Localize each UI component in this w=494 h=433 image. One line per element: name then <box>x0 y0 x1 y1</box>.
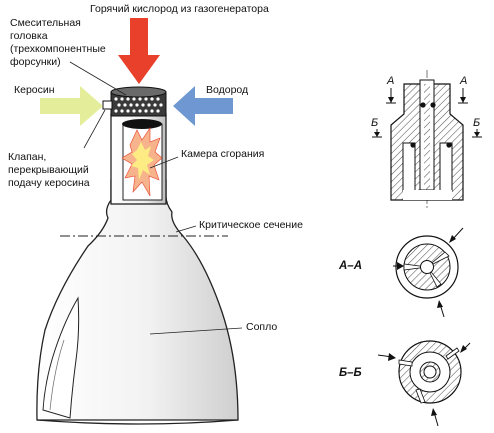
label-mixing-head-3: (трехкомпонентные <box>10 43 106 55</box>
label-mixing-head-1: Смесительная <box>10 17 81 29</box>
label-mixing-head-4: форсунки) <box>10 56 61 68</box>
label-valve-3: подачу керосина <box>8 177 90 189</box>
label-valve-2: перекрывающий <box>8 164 89 176</box>
combustion-flame-inner <box>131 142 154 180</box>
label-combustion-chamber: Камера сгорания <box>181 148 264 160</box>
chamber-top-opening <box>122 119 162 129</box>
label-kerosene: Керосин <box>14 84 55 96</box>
label-critical-section: Критическое сечение <box>199 219 303 231</box>
label-section-aa: А–А <box>338 260 362 272</box>
mark-b-right: Б <box>473 117 480 129</box>
injector-longitudinal-section <box>372 70 482 208</box>
engine-body <box>36 86 239 425</box>
label-nozzle: Сопло <box>246 321 277 333</box>
label-section-bb: Б–Б <box>339 367 362 379</box>
nozzle-cutaway <box>42 296 80 419</box>
kerosene-arrow <box>40 86 103 126</box>
section-aa-drawing <box>393 227 464 318</box>
oxygen-arrow <box>118 18 160 84</box>
mark-a-right: А <box>459 75 467 87</box>
section-bb-drawing <box>377 340 471 427</box>
kerosene-valve <box>102 100 113 110</box>
nozzle-bell <box>36 179 239 421</box>
label-mixing-head-2: головка <box>10 30 48 42</box>
hydrogen-arrow <box>173 86 233 126</box>
label-hot-oxygen: Горячий кислород из газогенератора <box>90 3 269 15</box>
label-hydrogen: Водород <box>206 84 248 96</box>
nozzle-rim <box>36 419 239 425</box>
mark-a-left: А <box>386 75 394 87</box>
injector-holes <box>114 97 163 113</box>
label-valve-1: Клапан, <box>8 151 46 163</box>
mark-b-left: Б <box>371 117 378 129</box>
